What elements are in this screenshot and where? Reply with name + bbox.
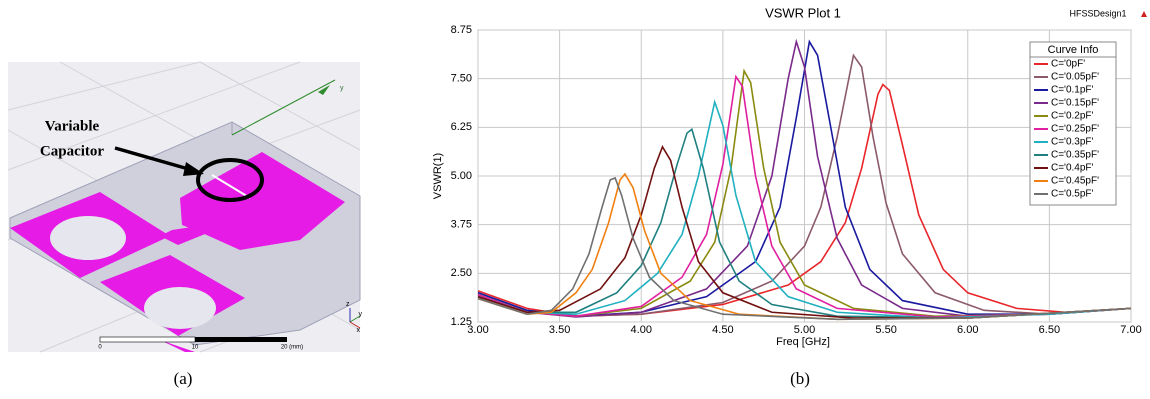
- y-tick-label: 6.25: [451, 121, 472, 133]
- axis-label: y: [340, 85, 344, 92]
- annotation: Variable: [45, 118, 100, 134]
- x-tick-label: 4.00: [631, 324, 652, 336]
- x-tick-label: 6.00: [957, 324, 978, 336]
- x-tick-label: 6.50: [1039, 324, 1060, 336]
- x-tick-label: 4.50: [712, 324, 733, 336]
- y-tick-label: 1.25: [451, 316, 472, 328]
- scale-bar: [100, 337, 195, 342]
- hole: [50, 216, 126, 260]
- axis-label: y: [359, 311, 363, 318]
- legend-label: C='0.25pF': [1051, 124, 1099, 135]
- x-tick-label: 7.00: [1120, 324, 1141, 336]
- y-tick-label: 5.00: [451, 170, 472, 182]
- axis-label: x: [357, 327, 361, 334]
- y-tick-label: 7.50: [451, 73, 472, 85]
- legend-title: Curve Info: [1048, 44, 1099, 56]
- y-tick-label: 2.50: [451, 267, 472, 279]
- axis-label: z: [346, 301, 350, 308]
- scale-label: 20 (mm): [281, 345, 303, 351]
- x-axis-label: Freq [GHz]: [776, 336, 830, 348]
- legend-label: C='0.15pF': [1051, 98, 1099, 109]
- y-tick-label: 8.75: [451, 24, 472, 36]
- y-tick-label: 3.75: [451, 219, 472, 231]
- figure: Variable Capacitor y z y x 0 10 20 (mm) …: [0, 0, 1150, 394]
- x-tick-label: 5.50: [875, 324, 896, 336]
- legend-label: C='0.05pF': [1051, 72, 1099, 83]
- annotation: Capacitor: [40, 143, 104, 159]
- legend-label: C='0.1pF': [1051, 85, 1094, 96]
- legend-label: C='0.35pF': [1051, 150, 1099, 161]
- caption: (b): [790, 369, 810, 388]
- scale-bar: [195, 337, 287, 342]
- legend-label: C='0pF': [1051, 59, 1085, 70]
- design-label: HFSSDesign1: [1069, 8, 1126, 18]
- hole: [144, 287, 216, 329]
- legend-label: C='0.3pF': [1051, 137, 1094, 148]
- scale-label: 10: [192, 345, 199, 351]
- x-tick-label: 5.00: [794, 324, 815, 336]
- chart-title: VSWR Plot 1: [765, 5, 841, 20]
- caption: (a): [174, 369, 193, 388]
- legend-label: C='0.5pF': [1051, 189, 1094, 200]
- legend-label: C='0.4pF': [1051, 163, 1094, 174]
- model-view: Variable Capacitor y z y x 0 10 20 (mm): [8, 62, 363, 352]
- x-tick-label: 3.50: [549, 324, 570, 336]
- legend-label: C='0.2pF': [1051, 111, 1094, 122]
- y-axis-label: VSWR(1): [432, 153, 444, 199]
- legend-label: C='0.45pF': [1051, 176, 1099, 187]
